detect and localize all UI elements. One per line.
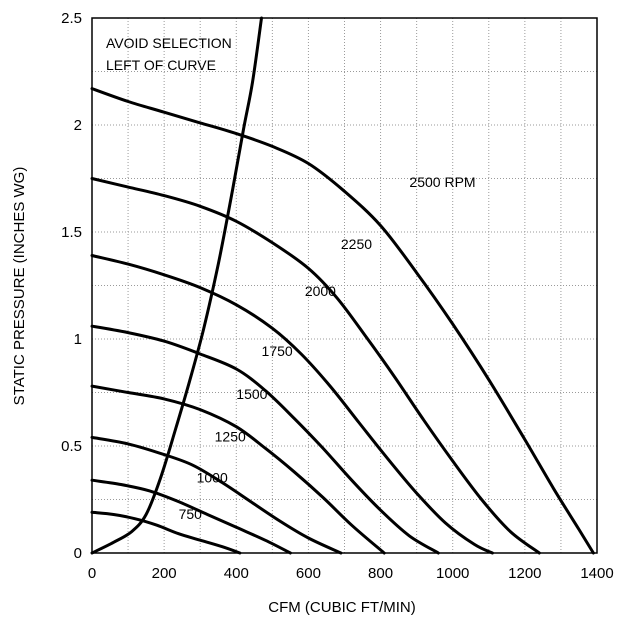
avoid-selection-limit-curve [90,16,263,555]
annotation-line-1: AVOID SELECTION [106,35,232,51]
x-tick-label: 200 [152,565,177,582]
rpm-curve-2500-rpm [90,87,595,555]
x-tick-label: 1200 [508,565,541,582]
plot-frame [91,17,598,554]
rpm-curve-1250 [90,435,343,555]
y-tick-label: 2.5 [61,10,82,27]
annotation-line-2: LEFT OF CURVE [106,57,216,73]
y-axis-title: STATIC PRESSURE (INCHES WG) [11,167,28,406]
limit-curve-group [90,16,263,555]
curve-label: 1500 [236,386,267,402]
curve-labels: 750 1000 1250 1500 1750 2000 2250 2500 RPM [179,174,476,522]
x-tick-label: 800 [368,565,393,582]
curve-label: 1750 [262,343,293,359]
grid [92,18,597,553]
rpm-curve-1500 [90,384,386,555]
y-tick-label: 2 [74,117,82,134]
y-tick-label: 1.5 [61,224,82,241]
y-tick-label: 0 [74,545,82,562]
curve-label: 1000 [197,469,228,485]
curve-label: 750 [179,506,203,522]
x-tick-label: 400 [224,565,249,582]
rpm-curves [90,87,595,555]
curve-label: 2000 [305,283,336,299]
y-tick-label: 0.5 [61,438,82,455]
x-tick-label: 1400 [580,565,613,582]
x-tick-label: 600 [296,565,321,582]
y-tick-labels: 0 0.5 1 1.5 2 2.5 [61,10,82,562]
x-tick-labels: 0 200 400 600 800 1000 1200 1400 [88,565,614,582]
rpm-curve-1750 [90,324,440,555]
x-axis-title: CFM (CUBIC FT/MIN) [268,599,415,616]
rpm-curve-2000 [90,254,494,555]
rpm-curve-1000 [90,478,292,555]
curve-label: 2500 RPM [409,174,475,190]
y-tick-label: 1 [74,331,82,348]
rpm-curve-2250 [90,177,541,555]
rpm-curve-750 [90,510,242,555]
curve-label: 2250 [341,236,372,252]
x-tick-label: 0 [88,565,96,582]
x-tick-label: 1000 [436,565,469,582]
curve-label: 1250 [215,429,246,445]
